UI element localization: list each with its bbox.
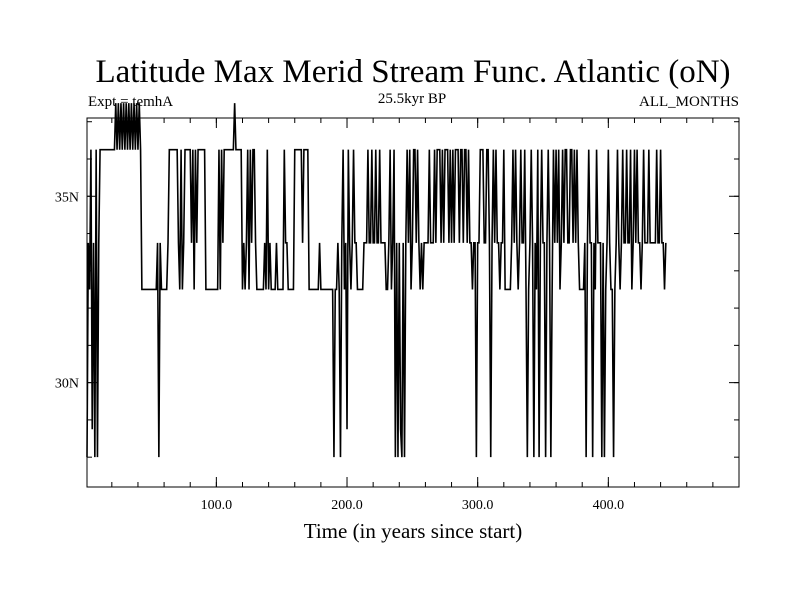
period-label: 25.5kyr BP: [378, 91, 446, 107]
x-tick-label: 300.0: [462, 498, 494, 513]
x-axis-label: Time (in years since start): [304, 519, 523, 543]
axis-tick-labels: 100.0 200.0 300.0 400.0 30N 35N: [55, 190, 624, 513]
axis-ticks: [87, 118, 739, 487]
y-tick-label: 35N: [55, 190, 79, 205]
x-tick-label: 100.0: [201, 498, 233, 513]
x-tick-label: 200.0: [331, 498, 363, 513]
months-label: ALL_MONTHS: [639, 94, 739, 110]
series-line: [86, 103, 667, 458]
y-tick-label: 30N: [55, 377, 79, 392]
plot-frame: [86, 117, 740, 488]
x-tick-label: 400.0: [593, 498, 625, 513]
experiment-label: Expt = temhA: [88, 94, 173, 110]
chart-title: Latitude Max Merid Stream Func. Atlantic…: [95, 54, 730, 90]
